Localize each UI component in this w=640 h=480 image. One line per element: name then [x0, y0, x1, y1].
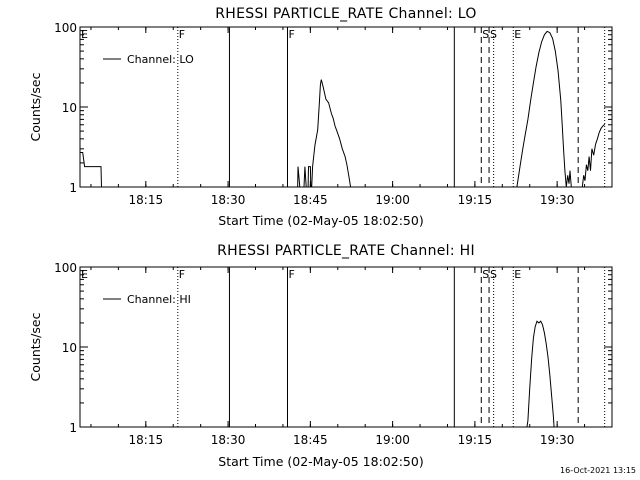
x-tick-label: 18:45: [293, 193, 328, 207]
x-tick-label: 18:15: [129, 433, 164, 447]
event-marker-label: F: [179, 28, 185, 41]
x-tick-label: 19:30: [540, 433, 575, 447]
y-axis-label: Counts/sec: [28, 312, 43, 381]
x-axis-label: Start Time (02-May-05 18:02:50): [218, 213, 423, 228]
x-tick-label: 19:30: [540, 193, 575, 207]
x-tick-label: 18:45: [293, 433, 328, 447]
event-marker-label: F: [288, 28, 294, 41]
x-tick-label: 19:15: [458, 433, 493, 447]
lo-channel-panel: RHESSI PARTICLE_RATE Channel: LO 18:15 18:…: [28, 6, 613, 228]
event-marker-label: F: [179, 268, 185, 281]
x-tick-label: 18:30: [211, 433, 246, 447]
y-tick-label: 1: [69, 181, 77, 195]
chart-title: RHESSI PARTICLE_RATE Channel: LO: [215, 6, 476, 22]
y-tick-label: 10: [62, 101, 77, 115]
series-line-segment: [526, 320, 555, 427]
x-tick-label: 18:15: [129, 193, 164, 207]
series-line-segment: [80, 152, 103, 187]
x-tick-label: 18:30: [211, 193, 246, 207]
x-tick-label: 19:15: [458, 193, 493, 207]
series-line-segment: [516, 30, 572, 187]
event-marker-label: S: [482, 268, 489, 281]
series-line-segment: [581, 123, 606, 187]
x-tick-label: 19:00: [375, 193, 410, 207]
x-tick-label: 19:00: [375, 433, 410, 447]
event-marker-label: S: [482, 28, 489, 41]
event-marker-label: E: [514, 268, 521, 281]
y-tick-label: 100: [54, 21, 77, 35]
event-marker-label: S: [490, 268, 497, 281]
y-tick-label: 100: [54, 261, 77, 275]
chart-title: RHESSI PARTICLE_RATE Channel: HI: [217, 243, 475, 259]
y-tick-label: 1: [69, 421, 77, 435]
x-axis-label: Start Time (02-May-05 18:02:50): [218, 454, 423, 469]
event-marker-label: E: [81, 268, 88, 281]
plot-frame: [79, 26, 613, 188]
event-marker-label: S: [490, 28, 497, 41]
y-tick-label: 10: [62, 341, 77, 355]
y-axis-label: Counts/sec: [28, 72, 43, 141]
footer-timestamp: 16-Oct-2021 13:15: [560, 466, 636, 475]
hi-channel-panel: RHESSI PARTICLE_RATE Channel: HI 18:15 18:…: [28, 243, 613, 469]
event-marker-label: E: [514, 28, 521, 41]
legend-label: Channel: HI: [127, 293, 191, 306]
event-marker-label: F: [288, 268, 294, 281]
series-line-segment: [297, 79, 352, 187]
event-marker-label: E: [81, 28, 88, 41]
legend-label: Channel: LO: [127, 53, 194, 66]
